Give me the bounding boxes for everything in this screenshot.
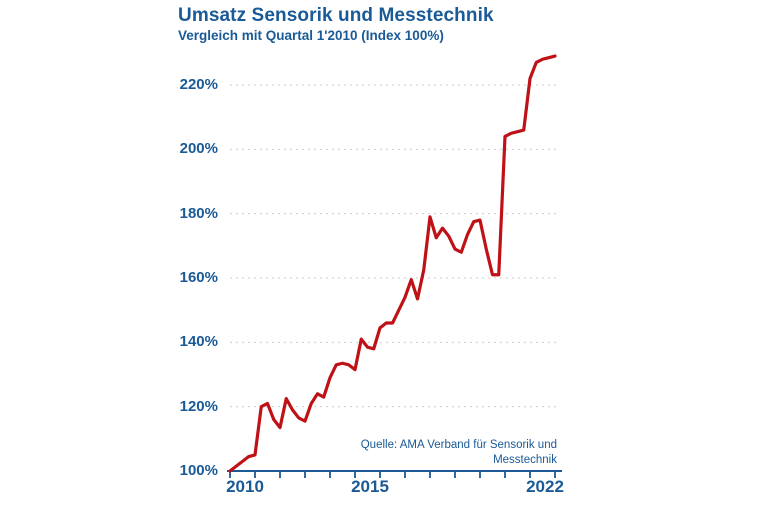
revenue-index-series	[228, 54, 557, 473]
chart-title: Umsatz Sensorik und Messtechnik	[178, 5, 494, 26]
y-tick-label-120: 120%	[179, 397, 218, 415]
y-tick-label-220: 220%	[179, 75, 218, 93]
x-tick-label-2010: 2010	[226, 477, 264, 496]
source-note: Quelle: AMA Verband für Sensorik und Mes…	[297, 438, 557, 468]
y-tick-label-140: 140%	[179, 333, 218, 351]
y-tick-label-100: 100%	[179, 462, 218, 479]
y-tick-label-180: 180%	[179, 204, 218, 222]
source-note-line2: Messtechnik	[493, 454, 557, 466]
y-tick-label-160: 160%	[179, 268, 218, 286]
x-tick-label-2022: 2022	[526, 477, 564, 496]
x-tick-label-2015: 2015	[351, 477, 389, 496]
y-tick-label-200: 200%	[179, 140, 218, 158]
chart-subtitle: Vergleich mit Quartal 1'2010 (Index 100%…	[178, 28, 444, 43]
source-note-line1: Quelle: AMA Verband für Sensorik und	[360, 439, 557, 451]
